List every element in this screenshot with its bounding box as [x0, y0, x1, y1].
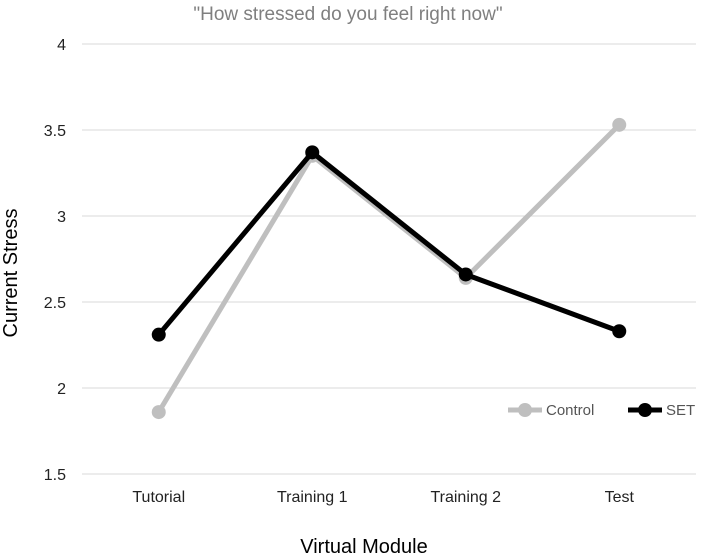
y-tick-label: 1.5	[44, 467, 66, 484]
legend-swatch-marker	[638, 403, 652, 417]
data-point	[305, 145, 320, 160]
legend-label: SET	[666, 402, 695, 419]
y-tick-label: 2	[57, 381, 66, 398]
series-group	[151, 117, 627, 420]
y-tick-label: 4	[57, 37, 66, 54]
x-axis-ticks: Tutorial Training 1 Training 2 Test	[132, 489, 634, 506]
series-line	[156, 149, 621, 337]
legend-item-set: SET	[628, 402, 695, 419]
chart-title: "How stressed do you feel right now"	[193, 4, 502, 25]
data-point	[458, 267, 473, 282]
y-axis-ticks: 1.5 2 2.5 3 3.5 4	[44, 37, 66, 484]
x-axis-label: Virtual Module	[300, 536, 427, 554]
data-point	[151, 405, 166, 420]
x-tick-label: Tutorial	[132, 489, 185, 506]
y-tick-label: 3	[57, 209, 66, 226]
legend: Control SET	[508, 402, 695, 419]
x-tick-label: Training 1	[277, 489, 348, 506]
x-tick-label: Test	[605, 489, 635, 506]
legend-swatch-marker	[518, 403, 532, 417]
y-tick-label: 2.5	[44, 295, 66, 312]
x-tick-label: Training 2	[430, 489, 501, 506]
data-point	[151, 327, 166, 342]
series-set	[151, 145, 627, 342]
series-line	[156, 123, 622, 414]
series-control	[151, 117, 627, 420]
data-point	[612, 117, 627, 132]
data-point	[612, 324, 627, 339]
y-tick-label: 3.5	[44, 123, 66, 140]
legend-label: Control	[546, 402, 594, 419]
legend-item-control: Control	[508, 402, 594, 419]
y-axis-label: Current Stress	[0, 209, 22, 338]
gridlines	[82, 43, 696, 475]
